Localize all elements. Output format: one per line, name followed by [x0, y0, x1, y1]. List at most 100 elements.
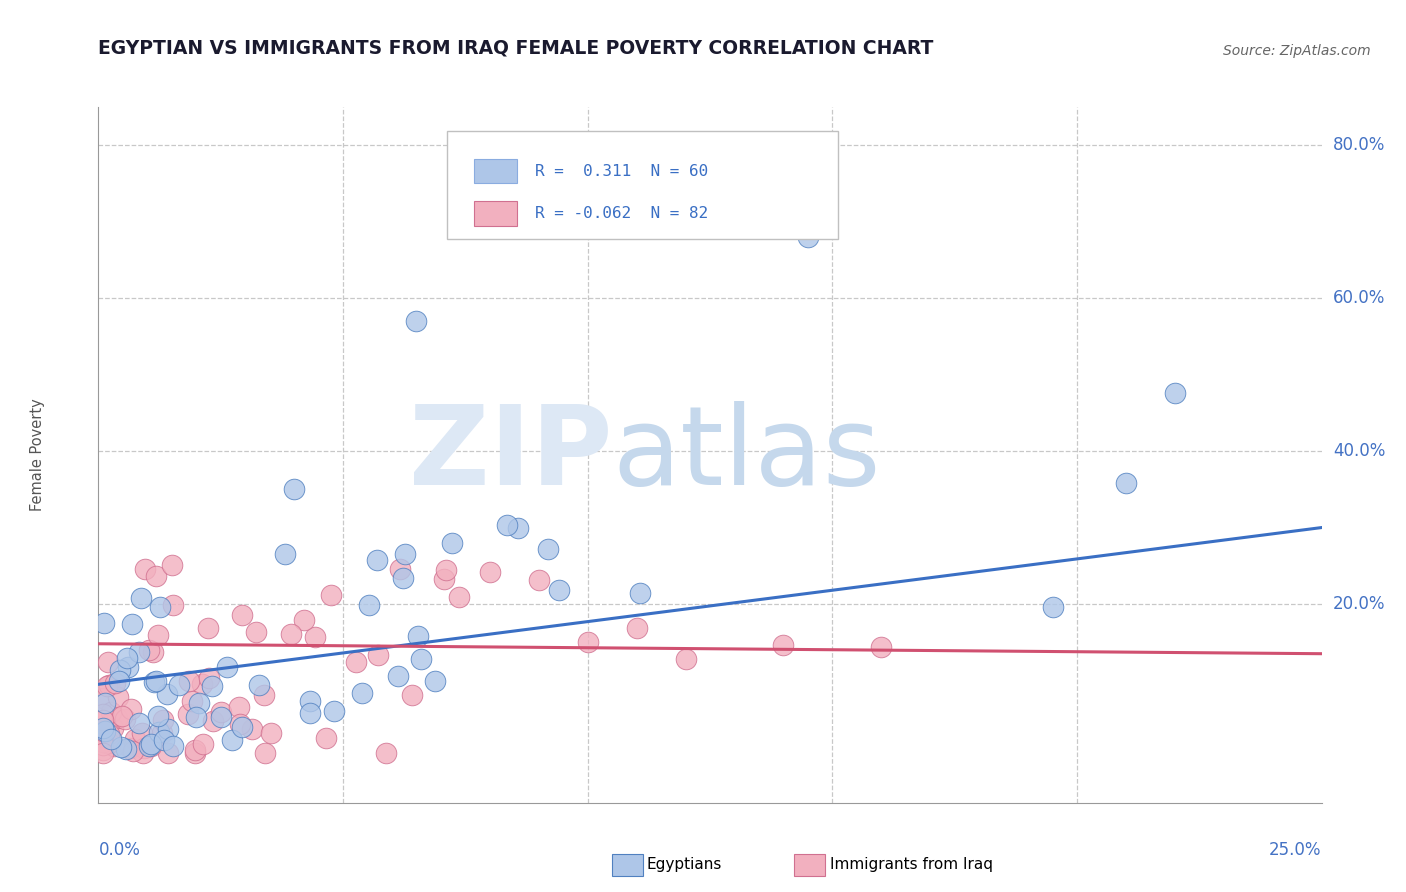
Point	[110, 740, 132, 755]
Point	[96, 731, 118, 745]
Point	[294, 613, 316, 627]
Point	[91, 721, 114, 735]
Text: 40.0%: 40.0%	[1333, 442, 1385, 460]
Point	[229, 717, 252, 731]
Point	[146, 628, 169, 642]
Text: R =  0.311  N = 60: R = 0.311 N = 60	[536, 164, 709, 178]
Point	[406, 629, 429, 643]
Point	[91, 734, 114, 748]
Point	[145, 569, 167, 583]
Point	[115, 742, 138, 756]
Point	[433, 572, 456, 586]
Point	[797, 230, 820, 244]
Point	[191, 737, 214, 751]
Point	[434, 563, 457, 577]
Point	[114, 712, 136, 726]
Point	[298, 706, 321, 720]
Point	[191, 677, 214, 691]
Text: ZIP: ZIP	[409, 401, 612, 508]
Text: Immigrants from Iraq: Immigrants from Iraq	[830, 857, 993, 871]
Point	[142, 645, 165, 659]
Point	[129, 591, 152, 605]
Point	[138, 739, 160, 753]
Point	[146, 708, 169, 723]
Point	[91, 746, 114, 760]
Point	[231, 608, 253, 623]
Point	[108, 663, 131, 677]
Point	[149, 599, 172, 614]
Text: 60.0%: 60.0%	[1333, 289, 1385, 307]
Point	[145, 673, 167, 688]
Text: 80.0%: 80.0%	[1333, 136, 1385, 154]
Point	[231, 720, 253, 734]
Point	[375, 746, 398, 760]
Point	[177, 674, 200, 689]
Text: 20.0%: 20.0%	[1333, 595, 1385, 613]
Point	[162, 739, 184, 753]
FancyBboxPatch shape	[474, 202, 517, 226]
Point	[184, 710, 207, 724]
Point	[201, 679, 224, 693]
Point	[315, 731, 337, 746]
Point	[245, 625, 267, 640]
Point	[1042, 600, 1064, 615]
Text: 0.0%: 0.0%	[98, 841, 141, 859]
Point	[319, 589, 342, 603]
Point	[537, 542, 560, 557]
Point	[184, 746, 207, 760]
Point	[91, 723, 114, 738]
Point	[423, 673, 446, 688]
Point	[104, 676, 127, 690]
Point	[405, 314, 427, 328]
Point	[103, 739, 125, 753]
Point	[357, 598, 380, 612]
Point	[247, 678, 270, 692]
Point	[96, 736, 118, 750]
Point	[103, 721, 125, 735]
Text: EGYPTIAN VS IMMIGRANTS FROM IRAQ FEMALE POVERTY CORRELATION CHART: EGYPTIAN VS IMMIGRANTS FROM IRAQ FEMALE …	[98, 39, 934, 58]
Point	[253, 688, 276, 702]
Point	[626, 621, 648, 635]
Point	[138, 643, 160, 657]
Point	[772, 638, 794, 652]
Point	[98, 730, 121, 744]
Point	[387, 669, 409, 683]
Point	[304, 631, 326, 645]
Point	[91, 714, 114, 728]
Point	[283, 483, 305, 497]
Point	[228, 699, 250, 714]
Point	[96, 679, 118, 693]
Point	[449, 591, 471, 605]
Point	[155, 687, 177, 701]
Point	[198, 671, 221, 685]
Point	[254, 746, 277, 760]
Point	[128, 645, 150, 659]
Point	[107, 690, 129, 704]
Point	[134, 562, 156, 576]
Point	[157, 722, 180, 736]
Point	[401, 688, 423, 702]
Point	[367, 648, 389, 662]
Text: Egyptians: Egyptians	[647, 857, 723, 871]
Point	[548, 583, 571, 598]
Point	[98, 727, 121, 741]
Point	[576, 635, 599, 649]
Point	[152, 733, 174, 747]
Point	[366, 553, 388, 567]
Point	[187, 696, 209, 710]
Point	[273, 547, 295, 561]
Point	[177, 707, 200, 722]
Point	[100, 731, 122, 746]
Point	[139, 739, 162, 753]
Point	[131, 726, 153, 740]
Point	[441, 535, 464, 549]
Point	[143, 674, 166, 689]
Point	[280, 627, 302, 641]
Point	[134, 740, 156, 755]
Point	[115, 650, 138, 665]
Point	[128, 716, 150, 731]
Point	[121, 744, 143, 758]
Point	[323, 704, 346, 718]
Point	[221, 733, 243, 747]
Point	[299, 694, 322, 708]
